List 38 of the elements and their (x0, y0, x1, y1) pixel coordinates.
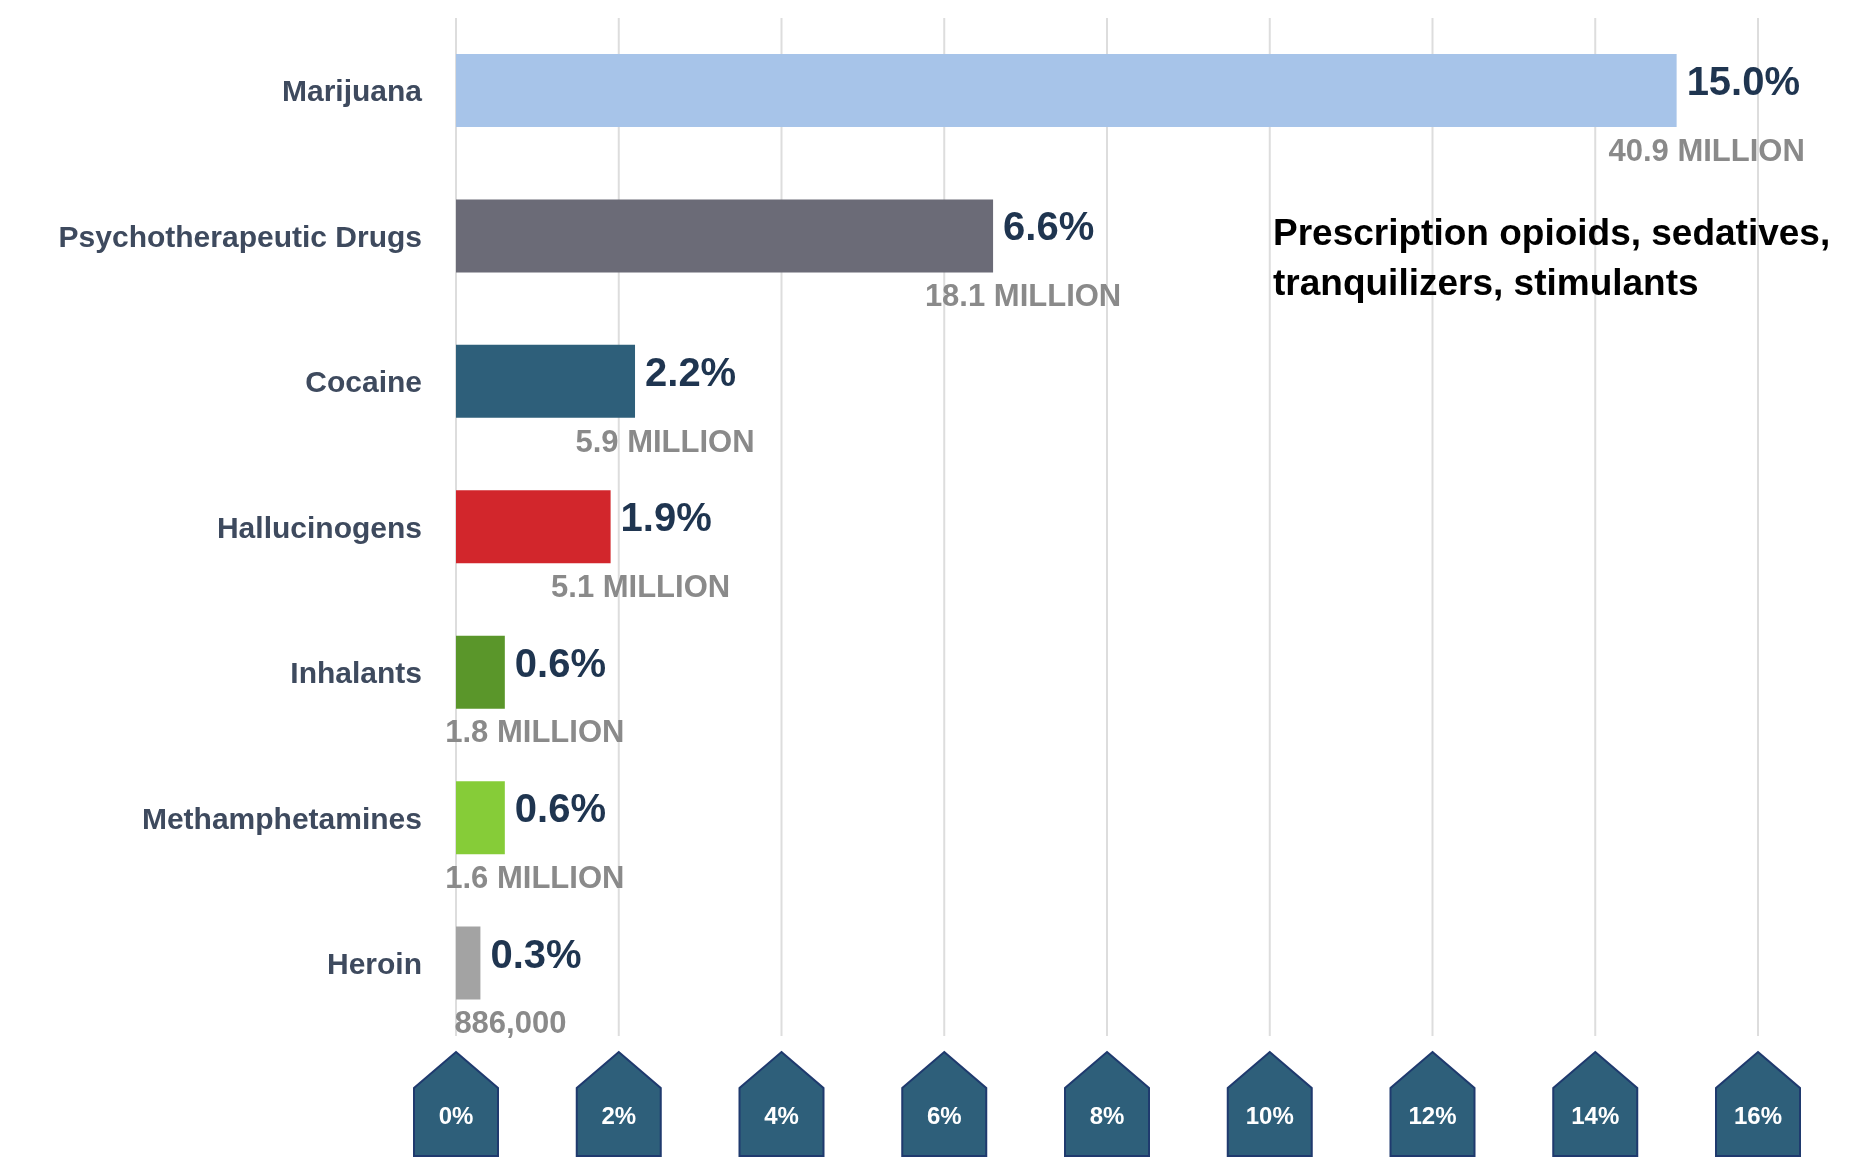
bar (456, 926, 481, 1000)
x-tick-label: 0% (438, 1102, 474, 1129)
annotation: 5.9 MILLION (575, 423, 755, 459)
annotation: 5.1 MILLION (551, 569, 731, 604)
annotation: 1.8 MILLION (445, 714, 625, 750)
annotation: 40.9 MILLION (1608, 132, 1805, 168)
y-tick-label: Marijuana (281, 74, 423, 108)
bar (456, 344, 636, 418)
data-label: 0.3% (490, 931, 582, 976)
bar (456, 54, 1677, 127)
x-tick-label: 4% (764, 1102, 799, 1129)
bar (456, 199, 994, 273)
y-tick-label: Methamphetamines (141, 801, 422, 835)
x-tick-label: 12% (1408, 1102, 1457, 1129)
data-label: 15.0% (1686, 59, 1801, 104)
bar (456, 635, 505, 709)
data-label: 0.6% (514, 640, 606, 685)
y-tick-label: Cocaine (305, 365, 422, 399)
y-tick-label: Inhalants (290, 656, 422, 690)
y-tick-label: Psychotherapeutic Drugs (58, 219, 422, 253)
y-tick-label: Hallucinogens (216, 510, 422, 544)
x-tick-label: 6% (926, 1102, 962, 1129)
x-tick-label: 8% (1089, 1102, 1125, 1129)
x-tick-label: 2% (601, 1102, 637, 1129)
annotation: 18.1 MILLION (924, 278, 1122, 314)
bar (456, 490, 611, 564)
annotation: 886,000 (454, 1005, 567, 1041)
annotation: Prescription opioids, sedatives, tranquilizers, stimulants (1273, 211, 1832, 305)
data-label: 1.9% (620, 495, 712, 540)
x-tick-label: 16% (1733, 1102, 1783, 1129)
data-label: 0.6% (514, 786, 606, 831)
data-label: 2.2% (645, 349, 737, 394)
x-tick-label: 10% (1245, 1102, 1294, 1129)
annotation: 1.6 MILLION (445, 859, 625, 895)
y-tick-label: Heroin (326, 946, 422, 980)
data-label: 6.6% (1003, 204, 1095, 249)
bar (456, 781, 505, 855)
x-tick-label: 14% (1571, 1102, 1620, 1129)
